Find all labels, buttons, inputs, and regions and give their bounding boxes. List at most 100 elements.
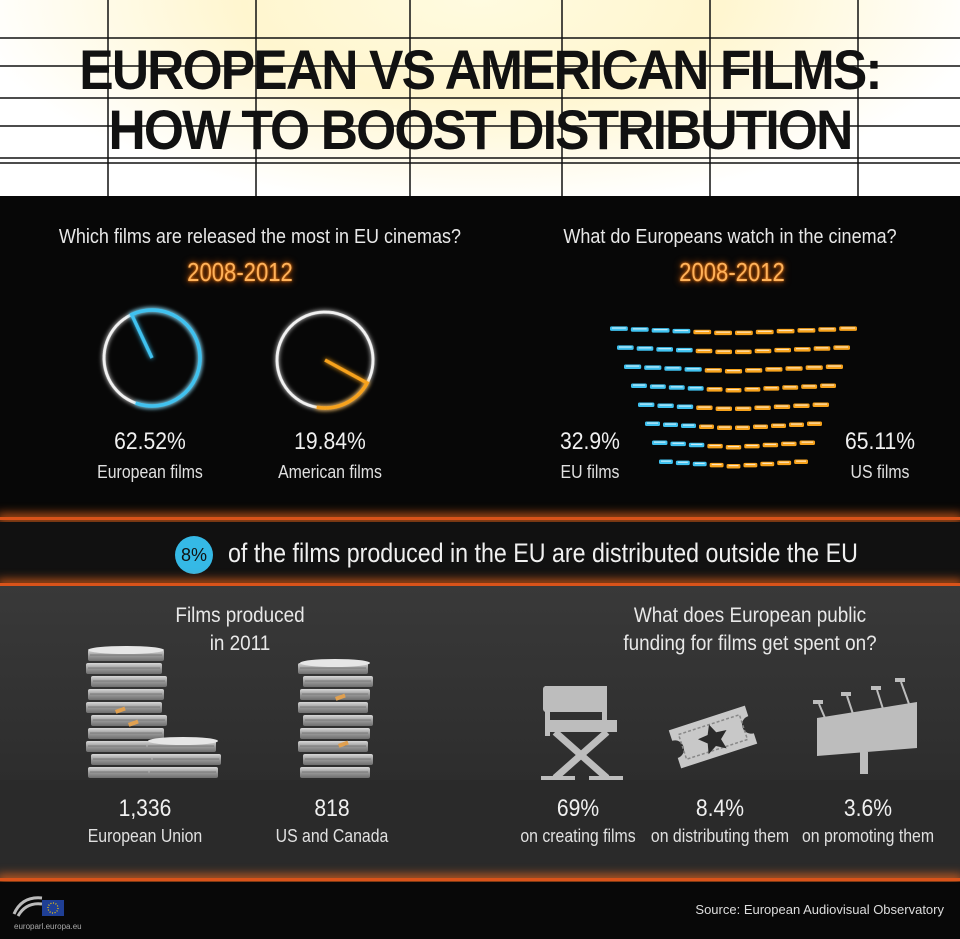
seat-highlight <box>820 328 835 330</box>
seat-highlight <box>653 329 668 331</box>
seat-highlight <box>708 388 721 390</box>
seat <box>610 326 628 331</box>
seat <box>695 348 713 354</box>
seat <box>644 365 662 370</box>
seat-highlight <box>827 365 841 367</box>
panel-values <box>0 780 960 878</box>
seat <box>706 387 723 392</box>
watched-eu-label: EU films <box>560 462 620 482</box>
seat-highlight <box>633 384 645 386</box>
seat-highlight <box>756 349 770 351</box>
seat <box>781 441 797 447</box>
seat-highlight <box>783 442 795 444</box>
seat-highlight <box>619 346 632 348</box>
seat-highlight <box>755 425 766 427</box>
seat <box>812 402 829 407</box>
seat <box>668 385 685 390</box>
header: EUROPEAN VS AMERICAN FILMS: HOW TO BOOST… <box>0 0 960 196</box>
seat <box>672 328 691 334</box>
seat-highlight <box>647 422 658 424</box>
produced-us-label: US and Canada <box>275 826 389 846</box>
seat <box>793 403 810 408</box>
watched-question: What do Europeans watch in the cinema? <box>563 226 897 248</box>
seat-highlight <box>779 461 790 463</box>
seat-highlight <box>698 406 711 408</box>
seat-highlight <box>717 350 730 352</box>
seat <box>631 383 647 388</box>
seat <box>652 440 668 446</box>
released-eu-label: European films <box>97 462 203 482</box>
seat <box>717 425 732 430</box>
seat <box>794 347 811 352</box>
seat <box>755 329 774 335</box>
seat <box>688 442 705 448</box>
seat-highlight <box>638 347 652 349</box>
seat-highlight <box>661 460 671 462</box>
seat-highlight <box>801 441 813 443</box>
seat-highlight <box>670 386 683 388</box>
seat <box>693 329 712 335</box>
seat-highlight <box>807 366 821 368</box>
seat <box>659 459 673 465</box>
seat <box>630 327 649 332</box>
seat-highlight <box>756 406 769 408</box>
seat-highlight <box>697 349 711 351</box>
seat <box>649 384 666 389</box>
pie-outline <box>102 308 202 408</box>
funding-question-line-1: What does European public <box>633 604 867 627</box>
seat-highlight <box>778 329 793 332</box>
seat-highlight <box>651 385 664 387</box>
seat-highlight <box>690 443 703 445</box>
seat <box>825 364 843 369</box>
reel-label <box>115 706 126 714</box>
seat <box>709 462 724 468</box>
seat <box>744 387 761 392</box>
seat <box>670 441 686 447</box>
pie-slice <box>316 358 370 410</box>
seat <box>774 347 791 353</box>
seat <box>794 459 808 465</box>
watched-us-percent: 65.11% <box>844 428 916 455</box>
seat <box>676 347 693 353</box>
seat-highlight <box>745 463 756 466</box>
seat-highlight <box>787 367 801 369</box>
seat-highlight <box>654 441 666 443</box>
seat <box>762 442 779 448</box>
seat-highlight <box>799 329 814 331</box>
seat <box>797 328 816 333</box>
seat-highlight <box>737 350 750 352</box>
funding-promoting-value: 3.6% <box>843 795 893 822</box>
seat <box>754 405 771 410</box>
seat <box>760 461 775 467</box>
seat-highlight <box>632 328 647 330</box>
seat <box>777 460 792 466</box>
seat-highlight <box>716 331 730 333</box>
seat-highlight <box>803 385 816 387</box>
seat <box>771 423 786 428</box>
funding-promoting-label: on promoting them <box>801 826 935 846</box>
seat-highlight <box>746 388 759 390</box>
pie-european-films <box>102 308 202 408</box>
source-text: Source: European Audiovisual Observatory <box>695 902 944 917</box>
seat-highlight <box>612 327 626 329</box>
seat <box>735 330 753 336</box>
seat-highlight <box>658 348 671 350</box>
seat-highlight <box>666 367 680 369</box>
seat-highlight <box>672 442 684 444</box>
seat-highlight <box>841 327 855 329</box>
seat-highlight <box>746 444 758 447</box>
seat <box>656 347 673 352</box>
seat <box>699 424 714 429</box>
seat <box>789 422 804 427</box>
produced-title-line-2: in 2011 <box>209 632 271 655</box>
seat <box>724 369 743 374</box>
seat-highlight <box>764 443 777 445</box>
seat <box>765 367 783 372</box>
seat <box>638 402 655 407</box>
seat <box>725 445 742 450</box>
seat-highlight <box>765 387 778 389</box>
seat <box>645 421 660 426</box>
seat <box>799 440 815 446</box>
us-reel-stack <box>298 659 373 778</box>
seat <box>820 383 836 388</box>
